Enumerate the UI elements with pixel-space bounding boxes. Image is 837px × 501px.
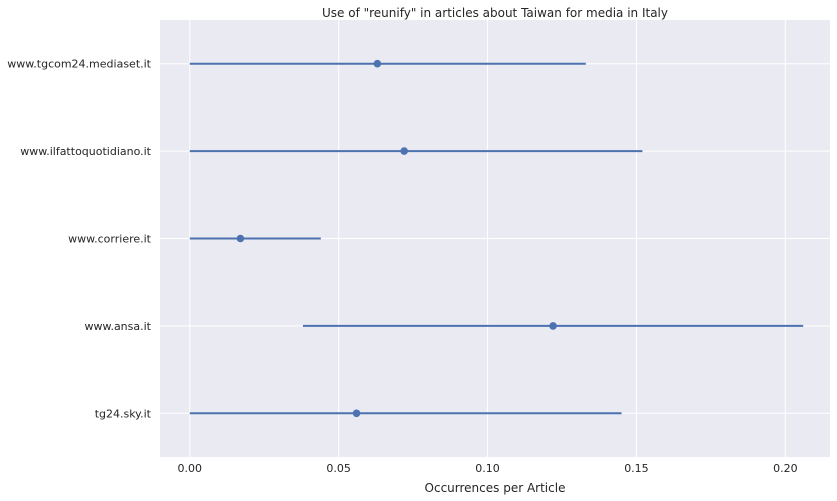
y-tick-label: www.corriere.it bbox=[68, 233, 152, 246]
data-point bbox=[549, 322, 557, 330]
x-axis-label: Occurrences per Article bbox=[425, 481, 566, 495]
y-tick-label: www.ilfattoquotidiano.it bbox=[20, 145, 151, 158]
chart-title: Use of "reunify" in articles about Taiwa… bbox=[322, 6, 668, 20]
y-tick-labels: www.tgcom24.mediaset.it www.ilfattoquotid… bbox=[7, 58, 151, 421]
x-tick-label: 0.00 bbox=[178, 462, 203, 475]
y-tick-label: www.tgcom24.mediaset.it bbox=[7, 58, 151, 71]
x-tick-labels: 0.00 0.05 0.10 0.15 0.20 bbox=[178, 462, 798, 475]
y-tick-label: tg24.sky.it bbox=[95, 407, 152, 420]
x-tick-label: 0.10 bbox=[475, 462, 500, 475]
data-point bbox=[400, 147, 408, 155]
data-point bbox=[352, 409, 361, 418]
data-point bbox=[236, 234, 245, 243]
x-tick-label: 0.05 bbox=[326, 462, 351, 475]
x-tick-label: 0.15 bbox=[624, 462, 649, 475]
marks bbox=[189, 59, 804, 418]
y-tick-label: www.ansa.it bbox=[84, 320, 151, 333]
x-tick-label: 0.20 bbox=[773, 462, 798, 475]
data-point bbox=[373, 59, 382, 68]
